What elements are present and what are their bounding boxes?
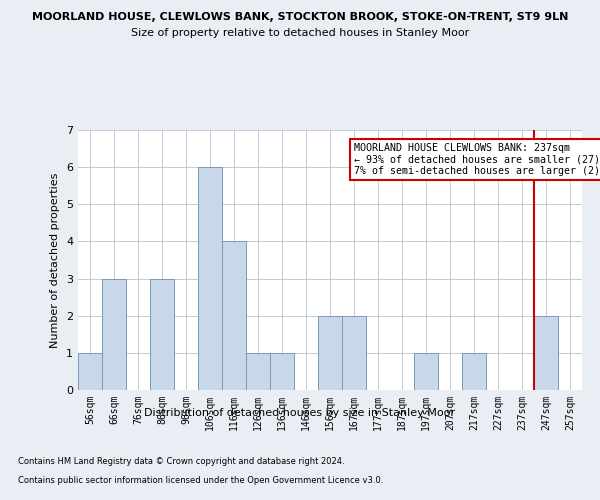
Bar (78, 353, 102, 390)
Bar (222, 242, 246, 390)
Bar (414, 353, 438, 390)
Text: MOORLAND HOUSE, CLEWLOWS BANK, STOCKTON BROOK, STOKE-ON-TRENT, ST9 9LN: MOORLAND HOUSE, CLEWLOWS BANK, STOCKTON … (32, 12, 568, 22)
Bar (534, 316, 558, 390)
Text: Contains HM Land Registry data © Crown copyright and database right 2024.: Contains HM Land Registry data © Crown c… (18, 457, 344, 466)
Bar (150, 278, 174, 390)
Bar (198, 167, 222, 390)
Bar (246, 353, 270, 390)
Bar (342, 316, 366, 390)
Text: Contains public sector information licensed under the Open Government Licence v3: Contains public sector information licen… (18, 476, 383, 485)
Text: Distribution of detached houses by size in Stanley Moor: Distribution of detached houses by size … (145, 408, 455, 418)
Y-axis label: Number of detached properties: Number of detached properties (50, 172, 61, 348)
Bar (462, 353, 486, 390)
Bar (318, 316, 342, 390)
Text: MOORLAND HOUSE CLEWLOWS BANK: 237sqm
← 93% of detached houses are smaller (27)
7: MOORLAND HOUSE CLEWLOWS BANK: 237sqm ← 9… (354, 143, 600, 176)
Bar (270, 353, 294, 390)
Bar (102, 278, 126, 390)
Text: Size of property relative to detached houses in Stanley Moor: Size of property relative to detached ho… (131, 28, 469, 38)
